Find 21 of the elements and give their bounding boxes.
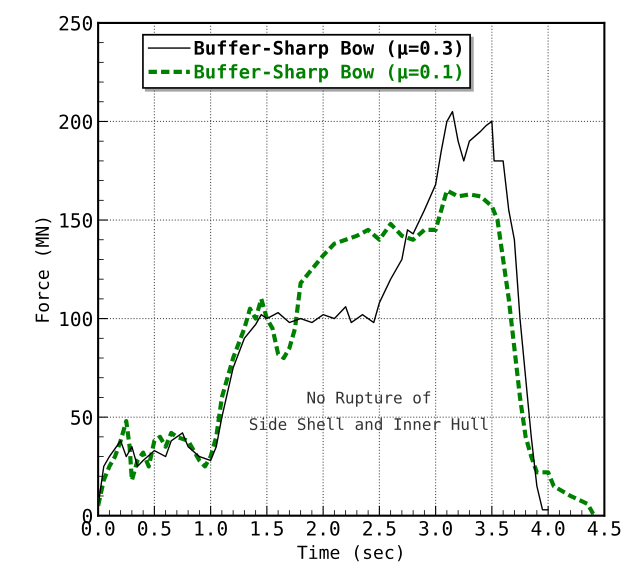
y-tick-label: 200 (60, 114, 92, 130)
line-series (98, 188, 596, 516)
x-tick-label: 3.5 (476, 521, 508, 536)
y-tick-label: 100 (60, 312, 92, 326)
x-tick-label: 0.0 (82, 521, 114, 536)
x-tick-label: 3.0 (419, 521, 452, 536)
y-tick-label: 150 (60, 213, 92, 228)
x-tick-label: 2.5 (363, 521, 396, 536)
x-tick-label: 1.5 (252, 521, 283, 536)
x-tick-label: 4.0 (532, 521, 564, 536)
x-tick-label: 1.0 (195, 521, 227, 536)
legend-label: Buffer-Sharp Bow (μ=0.3) (194, 40, 461, 59)
y-tick-label: 50 (71, 410, 92, 425)
x-tick-label: 2.0 (307, 521, 340, 536)
annotation: No Rupture of Side Shell and Inner Hull (250, 391, 488, 430)
x-tick-label: 0.5 (138, 521, 170, 536)
legend-label: Buffer-Sharp Bow (μ=0.1) (194, 64, 461, 82)
y-tick-label: 250 (60, 16, 92, 31)
x-tick-label: 4.5 (588, 521, 620, 536)
y-axis-title: Force (MN) (35, 218, 52, 322)
x-axis-title: Time (sec) (297, 545, 402, 562)
